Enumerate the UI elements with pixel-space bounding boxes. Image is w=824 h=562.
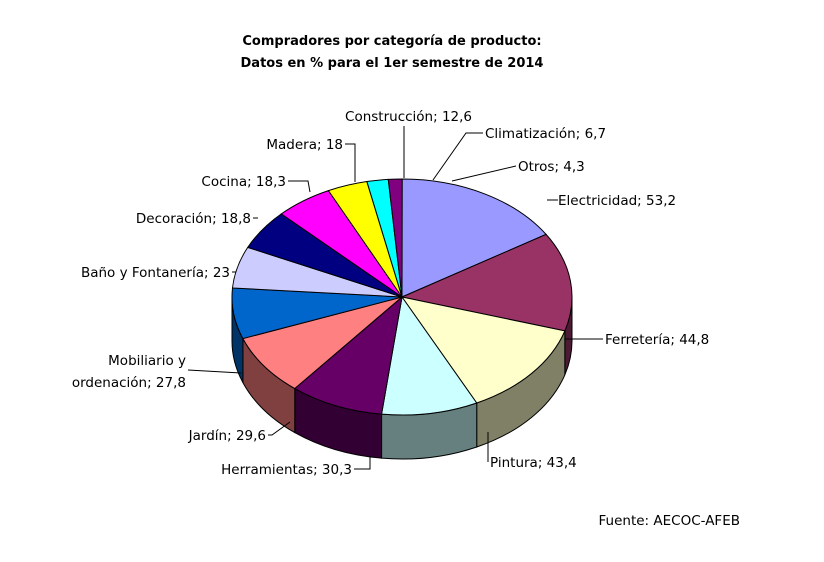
data-label-pintura: Pintura; 43,4 (490, 455, 577, 471)
leader-line-jardin (268, 421, 291, 436)
leader-line-climatizacion (432, 132, 483, 181)
pie-slice-electricidad (401, 178, 547, 298)
pie-slice-pintura (400, 296, 566, 404)
pie-slice-herramientas (380, 295, 478, 416)
data-label-electricidad: Electricidad; 53,2 (558, 193, 676, 209)
data-label-mobiliario-y-ordenacion: Mobiliario y ordenación; 27,8 (72, 353, 186, 391)
leader-line-mobiliario-y-ordenacion (187, 369, 242, 374)
data-label-otros: Otros; 4,3 (518, 159, 585, 175)
pie-slice-mobiliario-y-ordenacion (242, 296, 403, 390)
pie-slice-ferreteria (400, 233, 573, 332)
leader-line-otros (451, 165, 517, 182)
data-label-ferreteria: Ferretería; 44,8 (605, 332, 709, 348)
leader-line-herramientas (354, 456, 371, 470)
pie-slice-jardin (293, 295, 403, 415)
data-label-jardin: Jardín; 29,6 (188, 428, 266, 444)
leader-line-cocina (288, 180, 311, 193)
data-label-madera: Madera; 18 (266, 137, 343, 153)
data-label-climatizacion: Climatización; 6,7 (485, 126, 606, 142)
chart-title: Compradores por categoría de producto: (242, 34, 541, 49)
data-label-decoracion: Decoración; 18,8 (136, 211, 251, 227)
chart-source: Fuente: AECOC-AFEB (599, 513, 741, 529)
data-label-bano-y-fontaneria: Baño y Fontanería; 23 (81, 265, 230, 281)
chart-subtitle: Datos en % para el 1er semestre de 2014 (241, 56, 544, 71)
leader-line-madera (345, 143, 356, 182)
data-label-cocina: Cocina; 18,3 (201, 174, 286, 190)
pie-slice-otros (387, 178, 403, 298)
data-label-construccion: Construcción; 12,6 (345, 109, 472, 125)
data-label-herramientas: Herramientas; 30,3 (221, 462, 352, 478)
